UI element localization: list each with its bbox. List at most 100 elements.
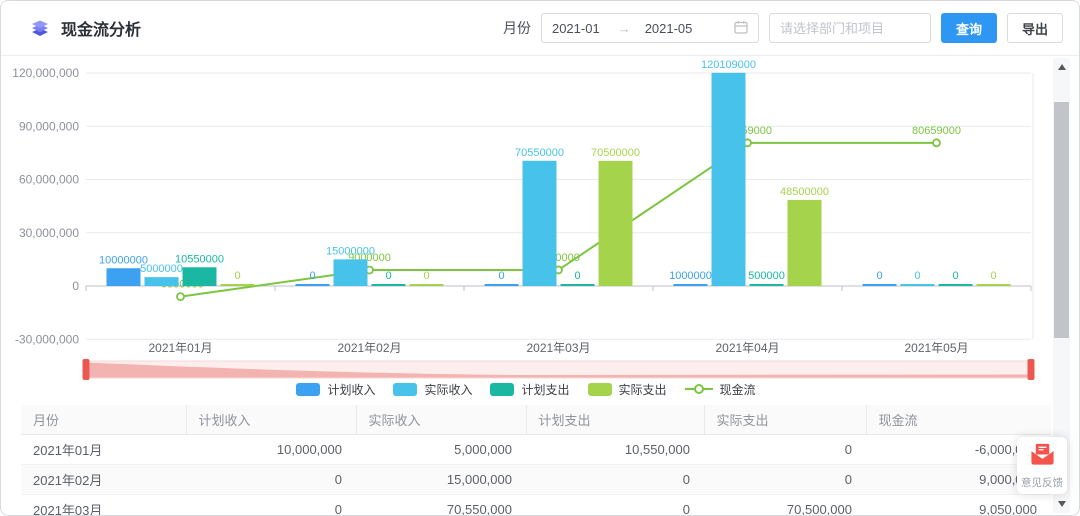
legend-item-2[interactable]: 计划支出 [490, 381, 570, 398]
bar-实际支出[interactable] [598, 160, 633, 286]
envelope-icon [1029, 442, 1056, 472]
bar-label: 0 [234, 270, 240, 282]
y-axis-tick: -30,000,000 [15, 332, 79, 346]
table-cell: 10,550,000 [526, 434, 704, 465]
table-cell: 0 [526, 464, 704, 495]
bar-实际收入[interactable] [900, 284, 935, 286]
y-axis-tick: 90,000,000 [19, 119, 79, 133]
bar-计划支出[interactable] [371, 284, 406, 286]
table-cell: 5,000,000 [356, 434, 526, 465]
cashflow-table: 月份 计划收入 实际收入 计划支出 实际支出 现金流 2021年01月 10,000,000… [21, 405, 1051, 515]
bar-计划收入[interactable] [106, 268, 141, 286]
line-point-marker [176, 292, 185, 302]
table-cell: 2021年02月 [21, 464, 186, 495]
bar-计划支出[interactable] [182, 267, 217, 286]
bar-label: 0 [914, 270, 920, 282]
bar-label: 0 [952, 270, 958, 282]
bar-label: 70500000 [591, 147, 640, 159]
bar-label: 0 [990, 270, 996, 282]
legend-label: 计划支出 [521, 382, 570, 397]
bar-实际支出[interactable] [787, 199, 822, 286]
bar-label: 0 [385, 270, 391, 282]
month-filter-label: 月份 [502, 20, 531, 36]
bar-计划支出[interactable] [560, 284, 595, 286]
date-range-picker[interactable]: 2021-01 → 2021-05 [540, 13, 759, 43]
search-button[interactable]: 查询 [940, 13, 997, 43]
dept-project-select[interactable] [768, 13, 931, 43]
bar-实际收入[interactable] [522, 160, 557, 286]
table-cell: 0 [186, 464, 356, 495]
bar-计划支出[interactable] [749, 284, 784, 286]
legend-label: 计划收入 [327, 382, 376, 397]
x-axis-label: 2021年03月 [526, 341, 590, 355]
bar-label: 0 [309, 270, 315, 282]
bar-计划支出[interactable] [938, 284, 973, 286]
page-title: 现金流分析 [61, 22, 142, 39]
legend-color-chip [296, 382, 321, 396]
bar-计划收入[interactable] [673, 284, 708, 286]
y-axis-tick: 0 [72, 279, 79, 293]
export-button[interactable]: 导出 [1006, 13, 1063, 43]
bar-label: 48500000 [780, 186, 829, 198]
table-row: 2021年02月 0 15,000,000 0 0 9,000,000 [21, 464, 1051, 495]
vertical-scrollbar[interactable] [1053, 58, 1070, 513]
bar-label: 0 [574, 270, 580, 282]
date-range-arrow-icon: → [617, 20, 631, 36]
header-bar: 现金流分析 月份 2021-01 → 2021-05 查询 [1, 1, 1079, 56]
table-cell: 15,000,000 [356, 464, 526, 495]
table-cell: 2021年03月 [21, 494, 186, 515]
legend-color-chip [587, 382, 612, 396]
table-header-row: 月份 计划收入 实际收入 计划支出 实际支出 现金流 [21, 405, 1051, 435]
bar-label: 15000000 [326, 245, 375, 257]
date-range-start[interactable]: 2021-01 [551, 20, 600, 36]
bar-实际支出[interactable] [220, 284, 255, 286]
x-axis-label: 2021年05月 [904, 341, 968, 355]
feedback-label: 意见反馈 [1021, 476, 1063, 489]
legend-color-chip [490, 382, 515, 396]
bar-计划收入[interactable] [484, 284, 519, 286]
y-axis-tick: 30,000,000 [19, 226, 79, 240]
legend-item-3[interactable]: 实际支出 [587, 381, 667, 398]
cashflow-table-wrap: 月份 计划收入 实际收入 计划支出 实际支出 现金流 2021年01月 10,000,000… [21, 405, 1051, 515]
legend-color-chip [393, 382, 418, 396]
bar-label: 500000 [748, 270, 785, 282]
bar-实际收入[interactable] [711, 72, 746, 287]
bar-label: 0 [498, 270, 504, 282]
triangle-down-icon [1057, 501, 1066, 507]
x-axis-label: 2021年04月 [715, 341, 779, 355]
cashflow-chart[interactable]: 120,000,000 90,000,000 60,000,000 30,000,00… [1, 56, 1051, 388]
table-cell: 0 [704, 434, 866, 465]
layers-icon [31, 20, 49, 37]
table-column-header: 实际收入 [356, 405, 527, 435]
table-column-header: 计划收入 [186, 405, 357, 435]
bar-实际支出[interactable] [976, 284, 1011, 286]
scroll-down-button[interactable] [1053, 497, 1070, 511]
datazoom-left-handle[interactable] [82, 359, 90, 380]
table-row: 2021年01月 10,000,000 5,000,000 10,550,000 0 -6… [21, 434, 1051, 465]
line-point-marker [932, 138, 941, 148]
datazoom-right-handle[interactable] [1027, 359, 1035, 380]
bar-label: 5000000 [140, 263, 183, 275]
legend-label: 实际收入 [424, 382, 473, 397]
table-cell: 10,000,000 [186, 434, 356, 465]
feedback-button[interactable]: 意见反馈 [1017, 437, 1067, 494]
legend-item-1[interactable]: 实际收入 [393, 381, 472, 398]
bar-实际收入[interactable] [144, 277, 179, 286]
scrollbar-thumb[interactable] [1054, 102, 1069, 338]
bar-实际收入[interactable] [333, 259, 368, 286]
legend-item-0[interactable]: 计划收入 [296, 381, 375, 398]
date-range-end[interactable]: 2021-05 [644, 20, 693, 36]
legend-label: 实际支出 [618, 382, 667, 397]
legend-item-4[interactable]: 现金流 [684, 381, 756, 398]
table-cell: 0 [526, 494, 704, 515]
bar-实际支出[interactable] [409, 284, 444, 286]
table-column-header: 现金流 [866, 405, 1051, 435]
scroll-up-button[interactable] [1053, 60, 1070, 74]
legend-line-marker [684, 383, 713, 396]
bar-计划收入[interactable] [295, 284, 330, 286]
y-axis-tick: 120,000,000 [12, 66, 79, 80]
datazoom-shadow [86, 362, 1031, 378]
calendar-icon[interactable] [734, 20, 748, 37]
bar-计划收入[interactable] [862, 284, 897, 286]
